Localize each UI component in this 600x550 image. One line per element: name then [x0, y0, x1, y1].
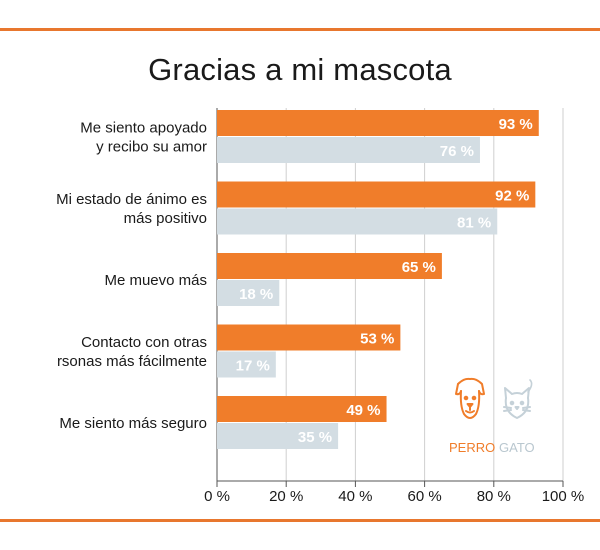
category-label: Contacto con otras	[81, 334, 207, 351]
top-rule	[0, 28, 600, 31]
bar-gato	[217, 423, 339, 449]
category-label: y recibo su amor	[96, 139, 207, 156]
category-label: Me muevo más	[104, 272, 207, 289]
chart-title: Gracias a mi mascota	[148, 52, 452, 87]
dog-icon	[455, 377, 485, 419]
value-label-gato: 81 %	[457, 215, 491, 232]
x-tick-label: 80 %	[477, 488, 511, 505]
value-label-gato: 76 %	[440, 143, 474, 160]
bar-perro	[217, 110, 539, 136]
x-tick-label: 100 %	[542, 488, 585, 505]
x-axis-ticks: 0 % 20 % 40 % 60 % 80 % 100 %	[204, 481, 584, 505]
category-label: Mi estado de ánimo es	[56, 191, 207, 208]
value-label-gato: 18 %	[239, 286, 273, 303]
bar-perro	[217, 324, 401, 351]
category-label: rsonas más fácilmente	[57, 353, 207, 370]
bar-gato	[217, 351, 276, 378]
bar-perro	[217, 253, 442, 279]
bar-gato	[217, 208, 498, 235]
bottom-rule	[0, 519, 600, 522]
x-tick-label: 20 %	[269, 488, 303, 505]
value-label-gato: 35 %	[298, 429, 332, 446]
bar-perro	[217, 181, 536, 208]
value-label-gato: 17 %	[236, 358, 270, 375]
x-tick-label: 0 %	[204, 488, 230, 505]
category-label: más positivo	[124, 210, 207, 227]
bar-perro	[217, 396, 387, 422]
legend: PERRO GATO	[449, 377, 535, 455]
bar-gato	[217, 137, 480, 163]
category-label: Me siento apoyado	[80, 120, 207, 137]
category-label: Me siento más seguro	[59, 415, 207, 432]
value-label-perro: 65 %	[402, 259, 436, 276]
bars: 93 % 76 % 92 %81 % 65 % 18 % 53 % 17 % 49 % 35 %	[217, 110, 539, 449]
legend-label-perro: PERRO	[449, 440, 495, 455]
value-label-perro: 93 %	[499, 116, 533, 133]
value-label-perro: 49 %	[346, 402, 380, 419]
x-tick-label: 40 %	[338, 488, 372, 505]
bar-gato	[217, 280, 280, 306]
value-label-perro: 92 %	[495, 188, 529, 205]
x-tick-label: 60 %	[407, 488, 441, 505]
legend-label-gato: GATO	[499, 440, 535, 455]
category-labels: Me siento apoyado y recibo su amor Mi esta…	[56, 120, 207, 433]
cat-icon	[503, 379, 533, 419]
value-label-perro: 53 %	[360, 331, 394, 348]
